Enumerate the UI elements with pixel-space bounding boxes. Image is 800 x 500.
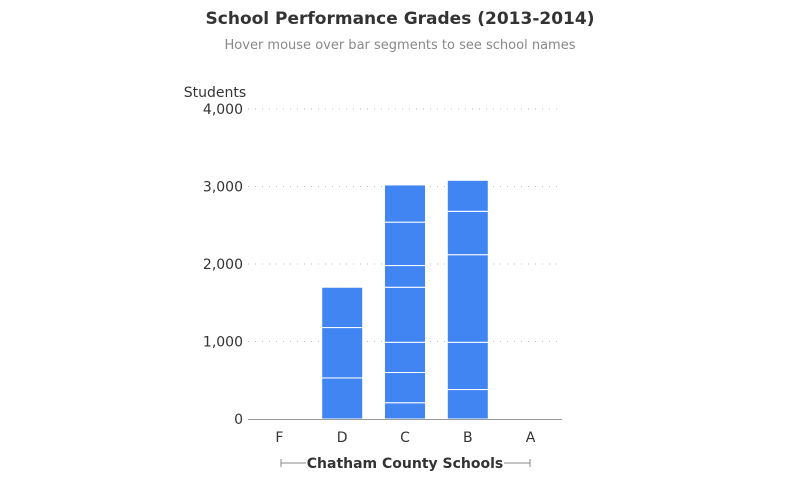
bar-segment[interactable] (446, 254, 489, 343)
x-axis-label: Chatham County Schools (307, 456, 504, 472)
bar-segment[interactable] (321, 327, 364, 379)
y-tick-label: 0 (234, 412, 243, 428)
y-tick-label: 2,000 (203, 257, 243, 273)
x-axis-title-group: Chatham County Schools (280, 456, 531, 472)
x-tick-label: F (275, 430, 283, 446)
bar-segment[interactable] (321, 286, 364, 329)
bar-segment[interactable] (384, 265, 426, 288)
chart-title: School Performance Grades (2013-2014) (205, 9, 595, 29)
x-tick-label: C (400, 430, 410, 446)
y-tick-label: 3,000 (203, 180, 243, 196)
bar-segment[interactable] (446, 341, 489, 391)
y-tick-label: 1,000 (203, 335, 243, 351)
bar-segment[interactable] (321, 377, 364, 420)
bar-segment[interactable] (446, 179, 489, 212)
y-axis-label: Students (184, 85, 246, 101)
chart-subtitle: Hover mouse over bar segments to see sch… (224, 38, 576, 53)
bar-segment[interactable] (384, 286, 426, 343)
bar-segment[interactable] (384, 372, 426, 404)
bar-segment[interactable] (446, 389, 489, 420)
bar-segment[interactable] (384, 341, 426, 373)
bar-segment[interactable] (446, 210, 489, 256)
x-tick-label: B (463, 430, 473, 446)
x-tick-label: A (526, 430, 536, 446)
x-tick-label: D (337, 430, 348, 446)
y-tick-label: 4,000 (203, 102, 243, 118)
bar-segment[interactable] (384, 221, 426, 267)
bar-segment[interactable] (384, 184, 426, 223)
bar-segment[interactable] (384, 402, 426, 420)
